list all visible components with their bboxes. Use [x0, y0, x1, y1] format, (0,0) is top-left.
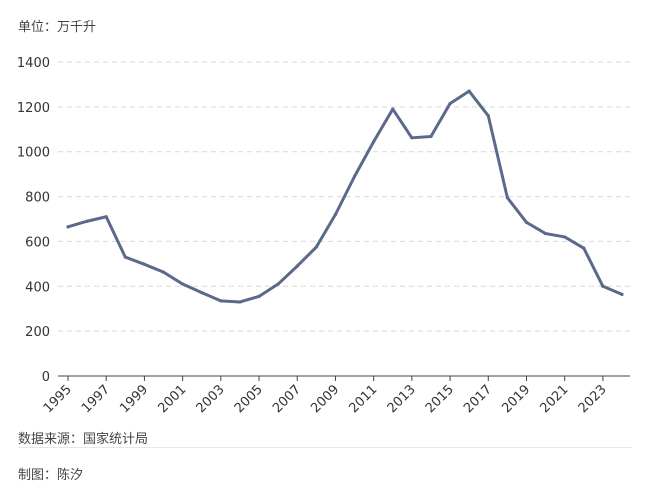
chart-author: 制图：陈汐	[18, 468, 84, 483]
x-tick-label: 2009	[308, 382, 342, 416]
data-point	[142, 262, 147, 266]
data-point	[372, 140, 376, 144]
x-tick-label: 2019	[499, 382, 533, 416]
data-point	[505, 196, 509, 200]
data-point	[314, 245, 318, 249]
x-tick-label: 2005	[232, 382, 266, 416]
data-point	[486, 114, 490, 118]
data-source: 数据来源：国家统计局	[18, 432, 149, 447]
x-tick-label: 1995	[41, 382, 75, 416]
series-group	[66, 89, 624, 304]
y-tick-label: 1000	[17, 146, 50, 161]
data-point	[429, 134, 433, 139]
x-tick-label: 2015	[423, 382, 457, 416]
data-point	[276, 282, 280, 286]
data-point	[181, 282, 185, 286]
data-point	[601, 284, 605, 288]
series-line	[66, 89, 624, 304]
x-tick-label: 2003	[194, 382, 228, 416]
data-point	[104, 215, 108, 219]
data-point	[295, 264, 299, 268]
data-point	[620, 292, 624, 296]
x-tick-label: 2001	[155, 382, 189, 416]
y-tick-label: 600	[25, 235, 50, 250]
data-point	[543, 231, 548, 236]
data-point	[200, 290, 204, 295]
data-point	[333, 212, 338, 217]
x-tick-label: 2023	[576, 382, 610, 416]
y-tick-label: 800	[25, 191, 50, 206]
y-tick-label: 200	[25, 325, 50, 340]
x-tick-label: 2011	[346, 382, 380, 416]
data-point	[467, 89, 471, 93]
x-tick-label: 1999	[117, 382, 151, 416]
data-point	[123, 255, 127, 259]
data-point	[352, 174, 357, 178]
x-tick-label: 2013	[385, 382, 419, 416]
footer-divider	[18, 447, 632, 448]
y-tick-label: 1400	[17, 56, 50, 71]
y-axis-ticks: 0 200 400 600 800 1000 1200 1400	[17, 56, 50, 385]
y-tick-label: 400	[25, 280, 50, 295]
data-point	[391, 107, 395, 111]
data-point	[524, 220, 529, 224]
data-point	[238, 300, 242, 304]
data-point	[257, 294, 261, 298]
x-tick-label: 1997	[79, 382, 113, 416]
data-point	[582, 246, 586, 250]
unit-label: 单位：万千升	[18, 20, 97, 35]
x-axis-ticks: 1995 1997 1999 2001 2003 2005 2007 2009 2011 2013…	[41, 376, 610, 416]
x-tick-label: 2007	[270, 382, 304, 416]
data-point	[161, 270, 166, 274]
data-point	[563, 235, 567, 239]
data-point	[448, 101, 452, 106]
data-point	[219, 299, 223, 303]
x-tick-label: 2017	[461, 382, 495, 416]
y-tick-label: 0	[42, 370, 50, 385]
y-tick-label: 1200	[17, 101, 50, 116]
x-tick-label: 2021	[538, 382, 572, 416]
data-point	[66, 225, 70, 229]
data-point	[410, 136, 414, 140]
data-point	[85, 219, 89, 223]
